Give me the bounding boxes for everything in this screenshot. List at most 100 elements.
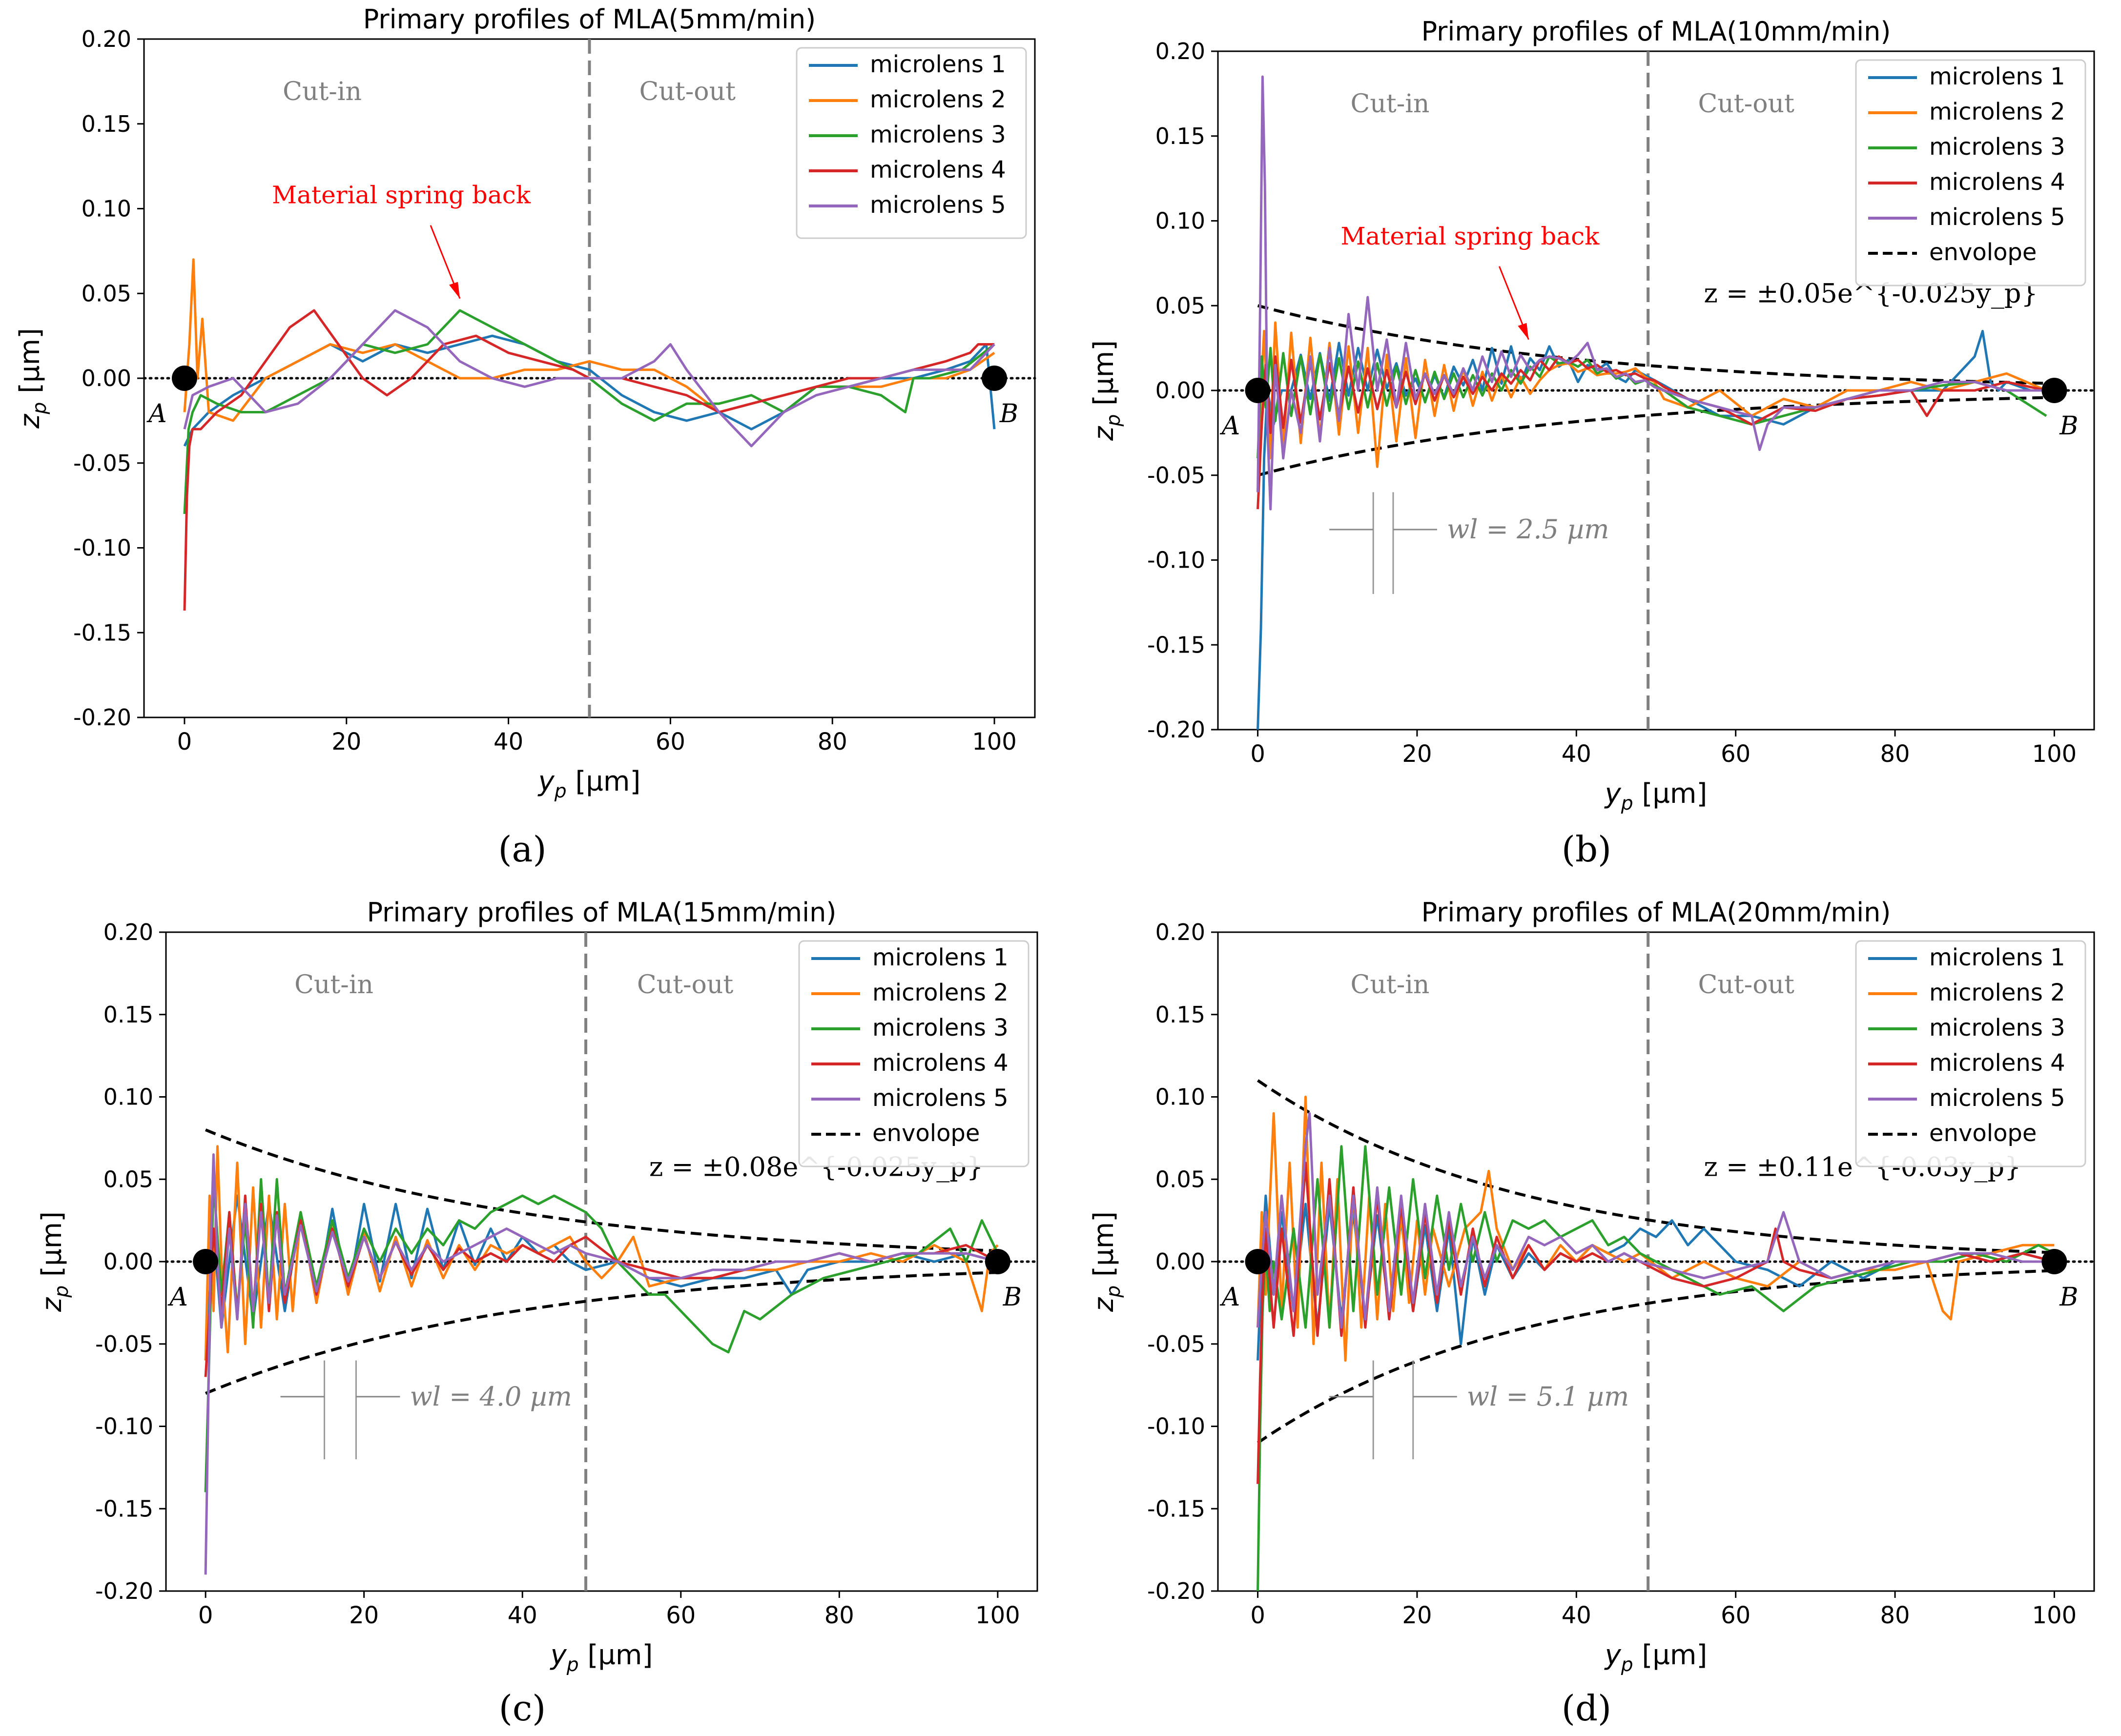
point-a-label: A	[146, 399, 167, 429]
cut-out-label: Cut-out	[1698, 970, 1795, 1000]
cut-out-label: Cut-out	[1698, 89, 1795, 119]
x-axis-label: yp [µm]	[550, 1639, 653, 1676]
chart-title: Primary profiles of MLA(15mm/min)	[367, 897, 837, 928]
x-tick-label: 0	[177, 728, 192, 756]
spring-back-arrowhead	[1518, 323, 1529, 340]
legend-label-2: microlens 2	[1929, 98, 2065, 125]
series-line-3	[183, 309, 995, 514]
y-tick-label: -0.15	[95, 1495, 153, 1522]
y-tick-label: -0.05	[73, 450, 131, 476]
x-tick-label: 80	[1880, 1602, 1910, 1629]
point-b	[2041, 1249, 2067, 1274]
legend-box	[1855, 59, 2086, 286]
legend-label-5: microlens 5	[870, 191, 1006, 219]
y-axis-label: zp [µm]	[1088, 1211, 1125, 1312]
x-tick-label: 40	[1562, 1602, 1591, 1629]
envelope-lower	[1257, 396, 2055, 477]
wavelength-label: wl = 4.0 µm	[410, 1381, 572, 1412]
y-tick-label: 0.00	[1155, 377, 1205, 404]
point-a-label: A	[1220, 411, 1240, 441]
point-a-label: A	[1220, 1283, 1240, 1312]
y-tick-label: 0.00	[103, 1248, 153, 1275]
series-line-5	[183, 309, 995, 448]
panel-c: Primary profiles of MLA(15mm/min) 0 20 40 60…	[36, 897, 1039, 1676]
cut-out-label: Cut-out	[637, 970, 734, 1000]
y-tick-label: -0.05	[1147, 1331, 1205, 1357]
x-tick-label: 20	[349, 1602, 379, 1629]
x-tick-label: 80	[824, 1602, 854, 1629]
y-tick-label: -0.15	[73, 619, 131, 646]
y-tick-label: -0.10	[1147, 1413, 1205, 1440]
point-a	[171, 366, 197, 391]
y-tick-label: -0.15	[1147, 1495, 1205, 1522]
cut-out-label: Cut-out	[639, 77, 736, 106]
wavelength-label: wl = 5.1 µm	[1467, 1381, 1629, 1412]
panel-d: Primary profiles of MLA(20mm/min) 0 20 40 60…	[1088, 897, 2096, 1676]
cut-in-label: Cut-in	[294, 970, 373, 1000]
x-axis-label: yp [µm]	[537, 766, 641, 802]
point-a	[193, 1249, 219, 1274]
y-tick-label: -0.10	[95, 1413, 153, 1440]
legend-label-2: microlens 2	[870, 86, 1006, 113]
y-axis-label: zp [µm]	[1088, 340, 1125, 441]
envelope-upper	[1256, 1079, 2055, 1254]
y-tick-label: 0.20	[1155, 919, 1205, 945]
point-b-label: B	[2059, 1283, 2078, 1312]
envelope-lower	[1256, 1269, 2055, 1444]
series-line-3	[204, 1178, 999, 1492]
chart-title: Primary profiles of MLA(20mm/min)	[1421, 897, 1891, 928]
chart-title: Primary profiles of MLA(10mm/min)	[1421, 16, 1891, 47]
point-a-label: A	[167, 1283, 188, 1312]
legend-label-6: envolope	[872, 1120, 980, 1147]
point-b	[985, 1249, 1010, 1274]
x-tick-label: 100	[2032, 1602, 2077, 1629]
x-tick-label: 80	[1880, 740, 1910, 768]
point-a	[1245, 1249, 1271, 1274]
y-tick-label: 0.10	[1155, 1084, 1205, 1110]
y-tick-label: 0.15	[1155, 1001, 1205, 1028]
envelope-upper	[1257, 304, 2055, 385]
cut-in-label: Cut-in	[1351, 970, 1430, 1000]
point-b	[2041, 378, 2067, 403]
y-tick-label: 0.10	[103, 1084, 153, 1110]
y-tick-label: -0.05	[1147, 462, 1205, 489]
series-line-3	[1256, 1145, 2055, 1592]
legend-label-5: microlens 5	[872, 1084, 1009, 1112]
series-line-4	[183, 309, 994, 611]
x-tick-label: 80	[818, 728, 847, 756]
x-axis-label: yp [µm]	[1604, 1639, 1708, 1676]
y-tick-label: 0.05	[1155, 292, 1205, 319]
envelope-upper	[205, 1128, 998, 1252]
legend-box	[1855, 940, 2086, 1167]
point-b-label: B	[2059, 411, 2078, 441]
legend-label-1: microlens 1	[1929, 944, 2065, 971]
x-axis-label: yp [µm]	[1604, 778, 1708, 815]
y-tick-label: 0.20	[1155, 38, 1205, 64]
y-tick-label: 0.20	[103, 919, 153, 945]
x-tick-label: 40	[494, 728, 523, 756]
y-tick-label: 0.05	[1155, 1166, 1205, 1192]
panel-label-d: (d)	[1562, 1688, 1611, 1729]
y-tick-label: -0.10	[1147, 547, 1205, 573]
legend-label-1: microlens 1	[870, 51, 1006, 78]
spring-back-arrowhead	[449, 282, 460, 299]
legend-box	[796, 47, 1027, 239]
y-tick-label: 0.15	[1155, 123, 1205, 149]
cut-in-label: Cut-in	[283, 77, 362, 106]
y-tick-label: 0.00	[1155, 1248, 1205, 1275]
point-a	[1245, 378, 1271, 403]
x-tick-label: 20	[1402, 740, 1432, 768]
legend-label-5: microlens 5	[1929, 204, 2065, 231]
y-tick-label: 0.05	[82, 280, 131, 306]
x-tick-label: 40	[1562, 740, 1591, 768]
legend-label-1: microlens 1	[872, 944, 1009, 971]
cut-in-label: Cut-in	[1351, 89, 1430, 119]
panel-label-b: (b)	[1562, 829, 1611, 870]
legend-label-2: microlens 2	[872, 979, 1009, 1006]
x-tick-label: 60	[666, 1602, 696, 1629]
x-tick-label: 100	[972, 728, 1017, 756]
y-tick-label: 0.10	[1155, 208, 1205, 234]
legend-label-4: microlens 4	[1929, 1049, 2065, 1077]
legend-label-4: microlens 4	[870, 156, 1006, 184]
